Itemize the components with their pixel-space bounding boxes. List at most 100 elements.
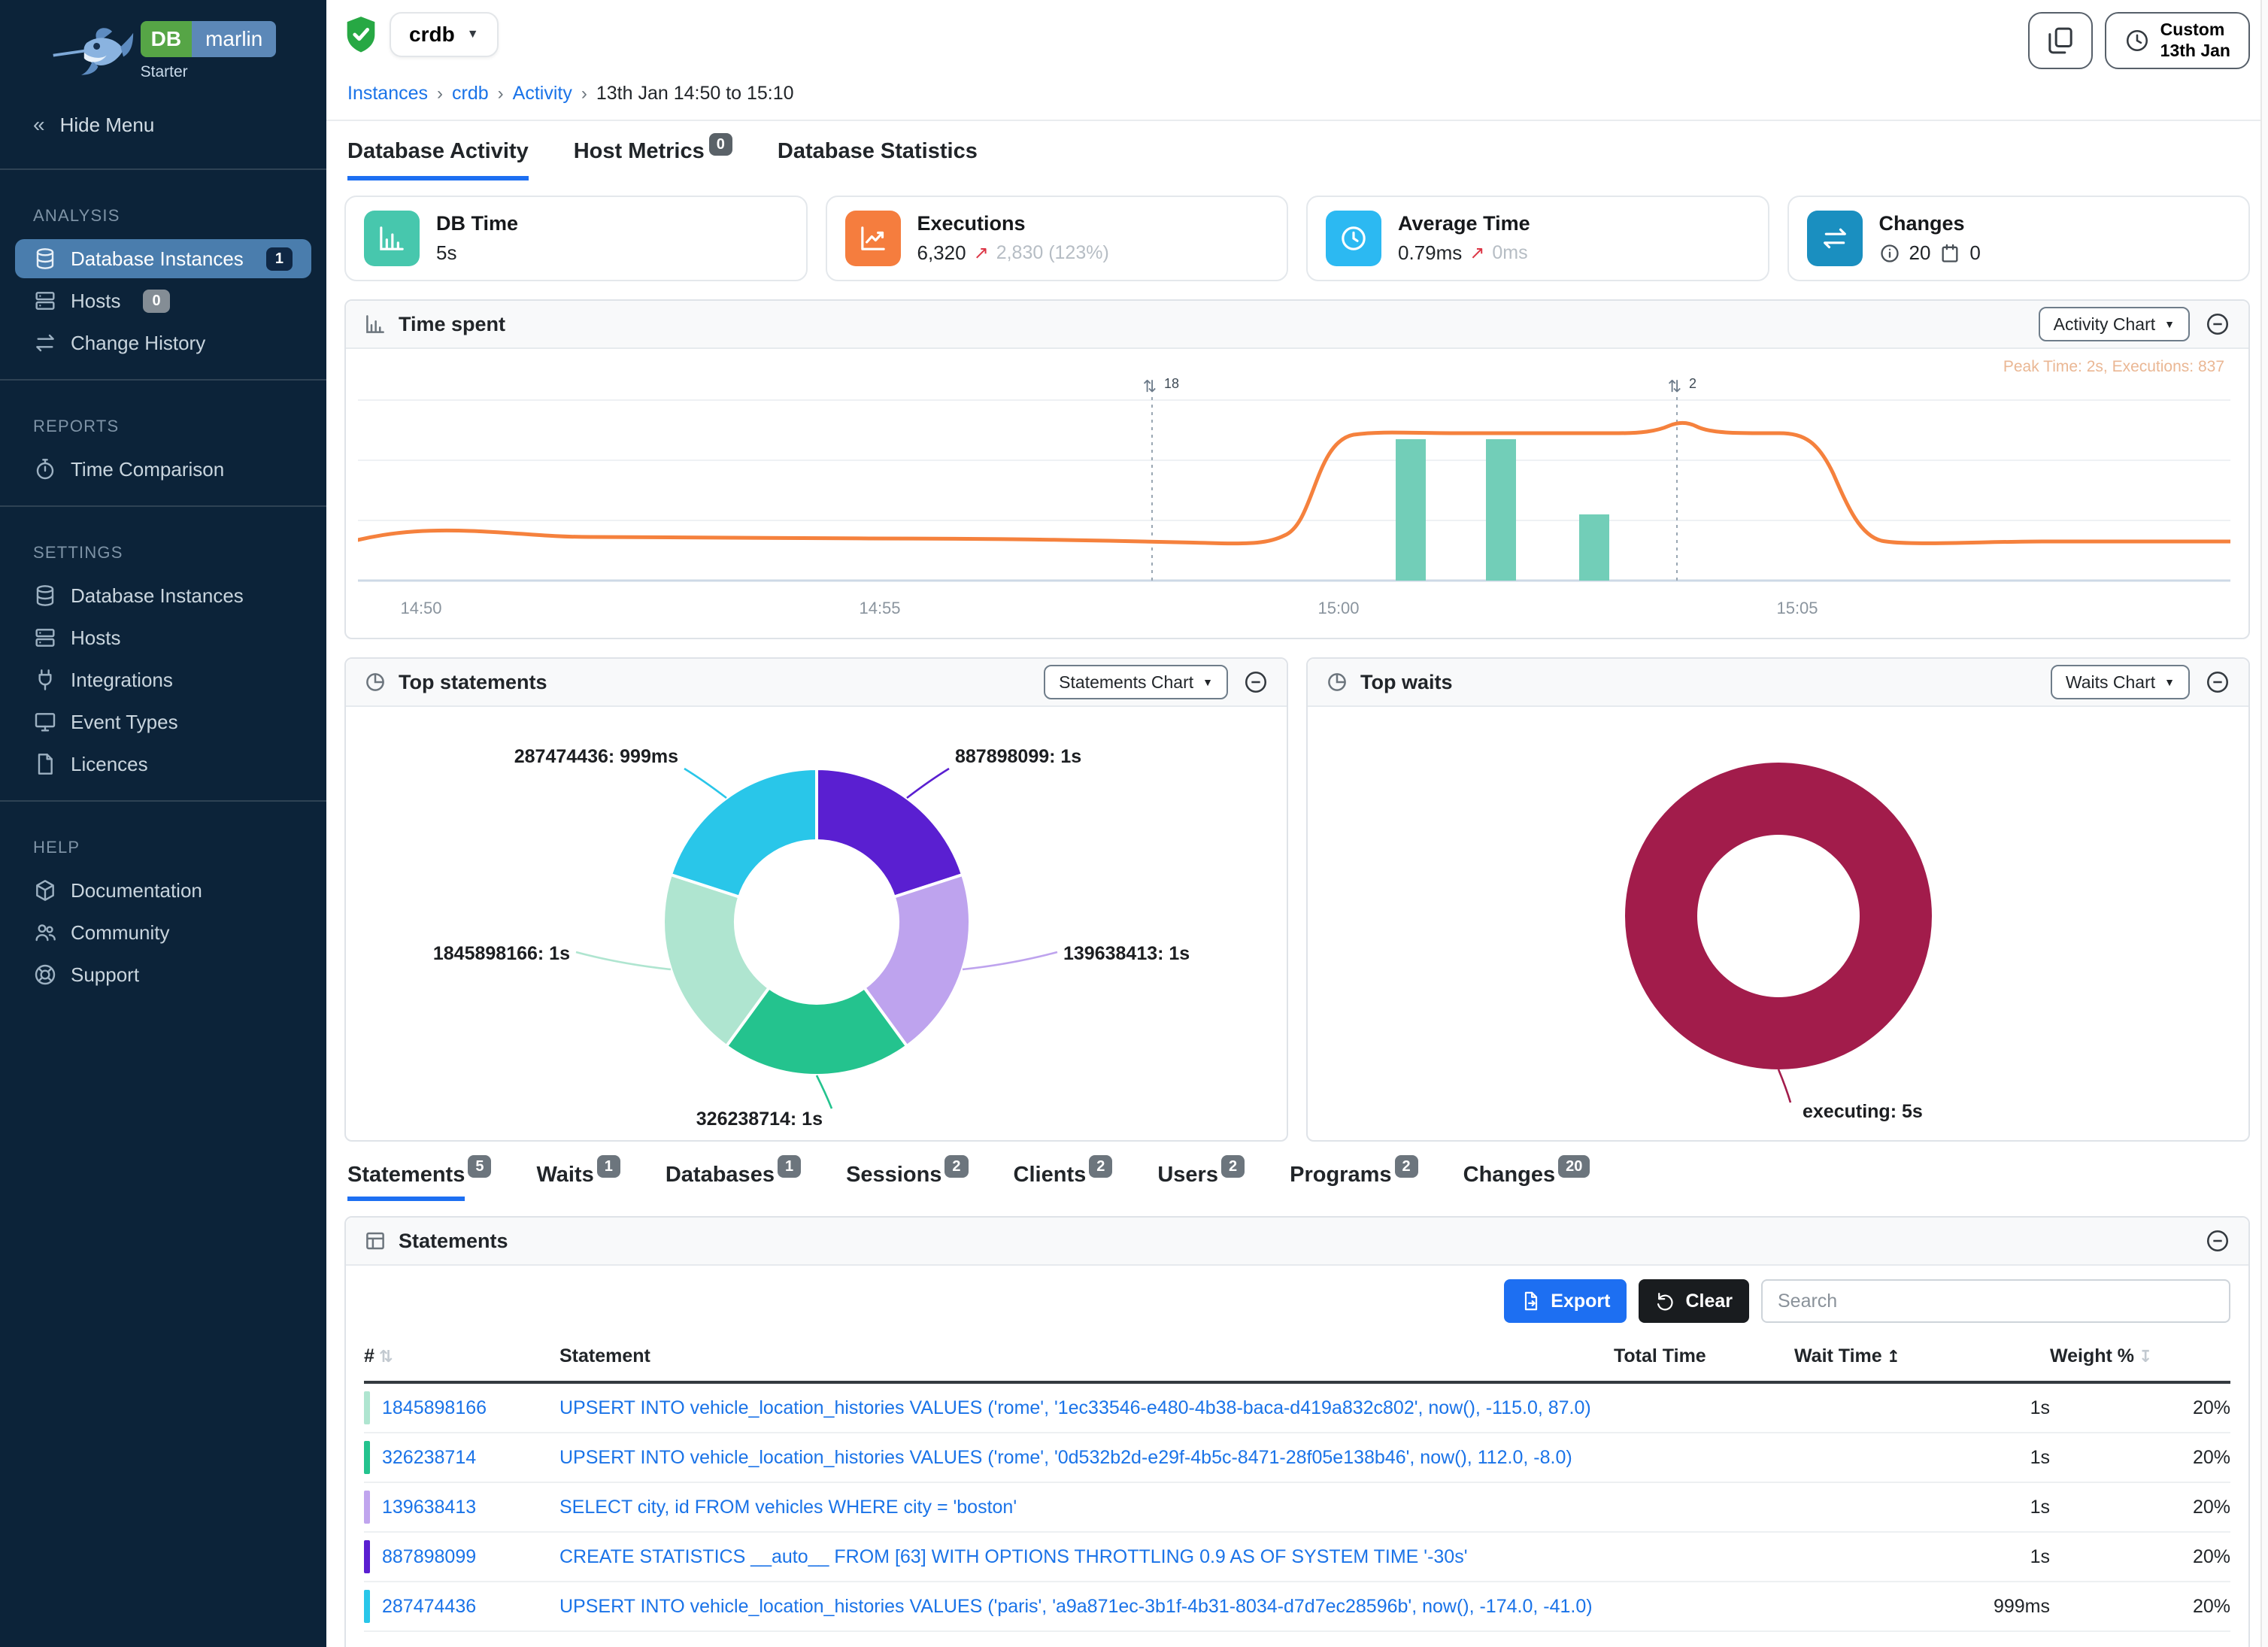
weight-value: 20% <box>2050 1582 2230 1632</box>
executions-bar[interactable] <box>1396 439 1426 581</box>
search-input[interactable] <box>1761 1279 2230 1323</box>
swap-arrows-icon[interactable]: ⇄ <box>1666 379 1684 393</box>
time-range-button[interactable]: Custom 13th Jan <box>2104 12 2250 69</box>
sidebar-item-time-comparison[interactable]: Time Comparison <box>15 450 311 489</box>
sidebar-item-database-instances[interactable]: Database Instances 1 <box>15 239 311 278</box>
tab-host-metrics[interactable]: Host Metrics 0 <box>574 133 732 180</box>
trend-chart-icon <box>844 211 901 266</box>
donut-slice-1845898166[interactable] <box>661 872 771 1048</box>
breadcrumb: Instances › crdb › Activity › 13th Jan 1… <box>347 83 794 104</box>
sidebar-item-licences[interactable]: Licences <box>15 745 311 784</box>
sidebar-item-change-history[interactable]: Change History <box>15 323 311 362</box>
donut-slice-executing[interactable] <box>1624 763 1932 1069</box>
tab-users[interactable]: Users 2 <box>1157 1155 1245 1197</box>
donut-slice-326238714[interactable] <box>723 985 909 1078</box>
col-header-weight[interactable]: Weight % ↧ <box>2050 1335 2230 1384</box>
tab-statements[interactable]: Statements 5 <box>347 1155 492 1201</box>
box-icon <box>36 880 54 901</box>
sidebar-item-community[interactable]: Community <box>15 913 311 952</box>
label-leader <box>1777 1069 1791 1103</box>
card-average-time: Average Time 0.79ms ↗ 0ms <box>1306 196 1769 281</box>
col-header-wait-time[interactable]: Wait Time ↥ <box>1794 1335 2050 1384</box>
col-header-total-time[interactable]: Total Time <box>1614 1335 1794 1384</box>
sidebar-section-reports: REPORTS <box>33 417 120 435</box>
users-icon <box>35 924 56 942</box>
tab-database-statistics[interactable]: Database Statistics <box>777 139 978 163</box>
statement-link[interactable]: UPSERT INTO vehicle_location_histories V… <box>559 1446 1572 1468</box>
statement-id-link[interactable]: 287474436 <box>382 1595 477 1617</box>
statement-color-bar <box>364 1391 370 1424</box>
statement-id-link[interactable]: 139638413 <box>382 1496 477 1518</box>
sidebar-item-integrations[interactable]: Integrations <box>15 660 311 699</box>
plug-icon <box>38 669 52 690</box>
waits-chart-select[interactable]: Waits Chart ▼ <box>2050 665 2190 699</box>
panel-title: Top waits <box>1360 670 1453 693</box>
statement-link[interactable]: SELECT city, id FROM vehicles WHERE city… <box>559 1496 1017 1518</box>
tab-databases[interactable]: Databases 1 <box>666 1155 802 1197</box>
statement-link[interactable]: UPSERT INTO vehicle_location_histories V… <box>559 1397 1591 1418</box>
brand-marlin: marlin <box>192 21 277 57</box>
statement-color-bar <box>364 1590 370 1623</box>
calendar-icon[interactable] <box>1939 243 1960 264</box>
sidebar-item-settings-hosts[interactable]: Hosts <box>15 618 311 657</box>
slice-label: 287474436: 999ms <box>514 746 678 767</box>
weight-value: 20% <box>2050 1532 2230 1582</box>
shield-check-icon <box>344 15 377 54</box>
col-header-id[interactable]: # ⇅ <box>364 1335 559 1384</box>
tab-programs[interactable]: Programs 2 <box>1290 1155 1418 1197</box>
collapse-panel-button[interactable] <box>1243 669 1269 695</box>
statement-link[interactable]: UPSERT INTO vehicle_location_histories V… <box>559 1595 1593 1617</box>
statement-id-link[interactable]: 1845898166 <box>382 1397 487 1418</box>
breadcrumb-instances[interactable]: Instances <box>347 83 429 104</box>
sidebar-item-support[interactable]: Support <box>15 955 311 994</box>
slice-label: 1845898166: 1s <box>432 943 569 964</box>
swap-arrows-icon <box>1806 211 1863 266</box>
sidebar-item-hosts[interactable]: Hosts 0 <box>15 281 311 320</box>
statement-id-link[interactable]: 887898099 <box>382 1545 477 1567</box>
bar-chart-icon <box>366 315 384 333</box>
tab-sessions[interactable]: Sessions 2 <box>846 1155 969 1197</box>
donut-slice-887898099[interactable] <box>814 766 965 899</box>
executions-bar[interactable] <box>1486 439 1516 581</box>
table-row: 139638413 SELECT city, id FROM vehicles … <box>364 1482 2230 1533</box>
instance-selector-button[interactable]: crdb ▼ <box>390 12 499 57</box>
export-button[interactable]: Export <box>1504 1279 1627 1323</box>
wait-time-value: 1s <box>1794 1382 2050 1433</box>
scrollbar[interactable] <box>2260 0 2268 1647</box>
collapse-panel-button[interactable] <box>2205 669 2230 695</box>
hide-menu-button[interactable]: « Hide Menu <box>33 113 155 136</box>
breadcrumb-crdb[interactable]: crdb <box>452 83 489 104</box>
tab-waits[interactable]: Waits 1 <box>536 1155 620 1197</box>
sidebar-item-settings-database-instances[interactable]: Database Instances <box>15 576 311 615</box>
waits-donut-chart: executing: 5s <box>1308 707 2248 1140</box>
clear-button[interactable]: Clear <box>1639 1279 1749 1323</box>
tab-database-activity[interactable]: Database Activity <box>347 139 529 180</box>
sidebar-section-help: HELP <box>33 838 80 857</box>
donut-slice-139638413[interactable] <box>862 872 972 1048</box>
sidebar-item-documentation[interactable]: Documentation <box>15 871 311 910</box>
statements-donut-chart: 887898099: 1s 139638413: 1s 326238714: 1… <box>346 707 1287 1140</box>
statements-chart-select[interactable]: Statements Chart ▼ <box>1044 665 1228 699</box>
tab-changes[interactable]: Changes 20 <box>1463 1155 1590 1197</box>
executions-bar[interactable] <box>1579 514 1609 581</box>
statement-link[interactable]: CREATE STATISTICS __auto__ FROM [63] WIT… <box>559 1545 1468 1567</box>
average-time-value: 0.79ms <box>1398 241 1463 264</box>
copy-icon <box>2048 27 2072 54</box>
slice-label: executing: 5s <box>1803 1101 1923 1122</box>
sort-icon: ↧ <box>2139 1347 2153 1366</box>
tab-clients[interactable]: Clients 2 <box>1014 1155 1113 1197</box>
sidebar-item-event-types[interactable]: Event Types <box>15 702 311 742</box>
collapse-panel-button[interactable] <box>2205 1228 2230 1254</box>
collapse-panel-button[interactable] <box>2205 311 2230 337</box>
swap-arrows-icon[interactable]: ⇄ <box>1141 379 1160 393</box>
file-export-icon <box>1525 1291 1538 1311</box>
activity-chart-select[interactable]: Activity Chart ▼ <box>2038 307 2190 341</box>
donut-slice-287474436[interactable] <box>668 766 818 899</box>
sidebar-section-settings: SETTINGS <box>33 543 123 562</box>
card-changes: Changes 20 0 <box>1787 196 2250 281</box>
breadcrumb-activity[interactable]: Activity <box>512 83 572 104</box>
statement-id-link[interactable]: 326238714 <box>382 1446 477 1468</box>
copy-time-range-button[interactable] <box>2027 12 2093 69</box>
info-icon[interactable] <box>1879 243 1900 264</box>
col-header-statement[interactable]: Statement <box>559 1335 1614 1384</box>
